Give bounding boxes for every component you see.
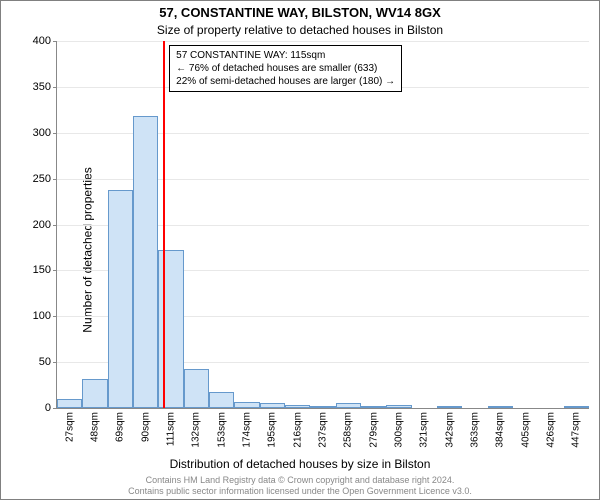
footer-attribution: Contains HM Land Registry data © Crown c…	[1, 475, 599, 497]
annotation-line: ← 76% of detached houses are smaller (63…	[176, 62, 395, 75]
x-tick-label: 384sqm	[495, 408, 506, 448]
x-tick-label: 342sqm	[444, 408, 455, 448]
chart-title: 57, CONSTANTINE WAY, BILSTON, WV14 8GX	[1, 5, 599, 20]
y-tick-label: 150	[33, 264, 57, 276]
y-tick-label: 50	[39, 356, 57, 368]
x-tick-label: 279sqm	[368, 408, 379, 448]
x-tick-label: 426sqm	[546, 408, 557, 448]
histogram-bar	[184, 369, 209, 408]
footer-line-2: Contains public sector information licen…	[1, 486, 599, 497]
x-tick-label: 447sqm	[571, 408, 582, 448]
x-tick-label: 69sqm	[115, 408, 126, 442]
annotation-line: 22% of semi-detached houses are larger (…	[176, 75, 395, 88]
x-tick-label: 27sqm	[64, 408, 75, 442]
chart-subtitle: Size of property relative to detached ho…	[1, 23, 599, 37]
x-tick-label: 237sqm	[318, 408, 329, 448]
histogram-bar	[158, 250, 183, 408]
x-tick-label: 363sqm	[470, 408, 481, 448]
x-tick-label: 90sqm	[140, 408, 151, 442]
plot-area: 05010015020025030035040027sqm48sqm69sqm9…	[56, 41, 589, 409]
y-tick-label: 200	[33, 219, 57, 231]
x-axis-label: Distribution of detached houses by size …	[1, 457, 599, 471]
gridline	[57, 41, 589, 42]
annotation-box: 57 CONSTANTINE WAY: 115sqm← 76% of detac…	[169, 45, 402, 92]
histogram-bar	[82, 379, 107, 408]
x-tick-label: 132sqm	[191, 408, 202, 448]
y-tick-label: 100	[33, 310, 57, 322]
y-tick-label: 400	[33, 35, 57, 47]
y-tick-label: 350	[33, 81, 57, 93]
y-tick-label: 300	[33, 127, 57, 139]
y-tick-label: 0	[45, 402, 57, 414]
x-tick-label: 258sqm	[343, 408, 354, 448]
reference-line	[163, 41, 165, 408]
x-tick-label: 111sqm	[166, 408, 177, 446]
x-tick-label: 321sqm	[419, 408, 430, 448]
histogram-bar	[133, 116, 158, 408]
x-tick-label: 195sqm	[267, 408, 278, 448]
x-tick-label: 48sqm	[90, 408, 101, 442]
chart-container: 57, CONSTANTINE WAY, BILSTON, WV14 8GX S…	[0, 0, 600, 500]
x-tick-label: 153sqm	[216, 408, 227, 448]
y-tick-label: 250	[33, 173, 57, 185]
histogram-bar	[57, 399, 82, 408]
x-tick-label: 216sqm	[292, 408, 303, 448]
x-tick-label: 300sqm	[394, 408, 405, 448]
histogram-bar	[108, 190, 133, 408]
footer-line-1: Contains HM Land Registry data © Crown c…	[1, 475, 599, 486]
histogram-bar	[209, 392, 234, 408]
x-tick-label: 405sqm	[520, 408, 531, 448]
x-tick-label: 174sqm	[242, 408, 253, 448]
annotation-line: 57 CONSTANTINE WAY: 115sqm	[176, 49, 395, 62]
